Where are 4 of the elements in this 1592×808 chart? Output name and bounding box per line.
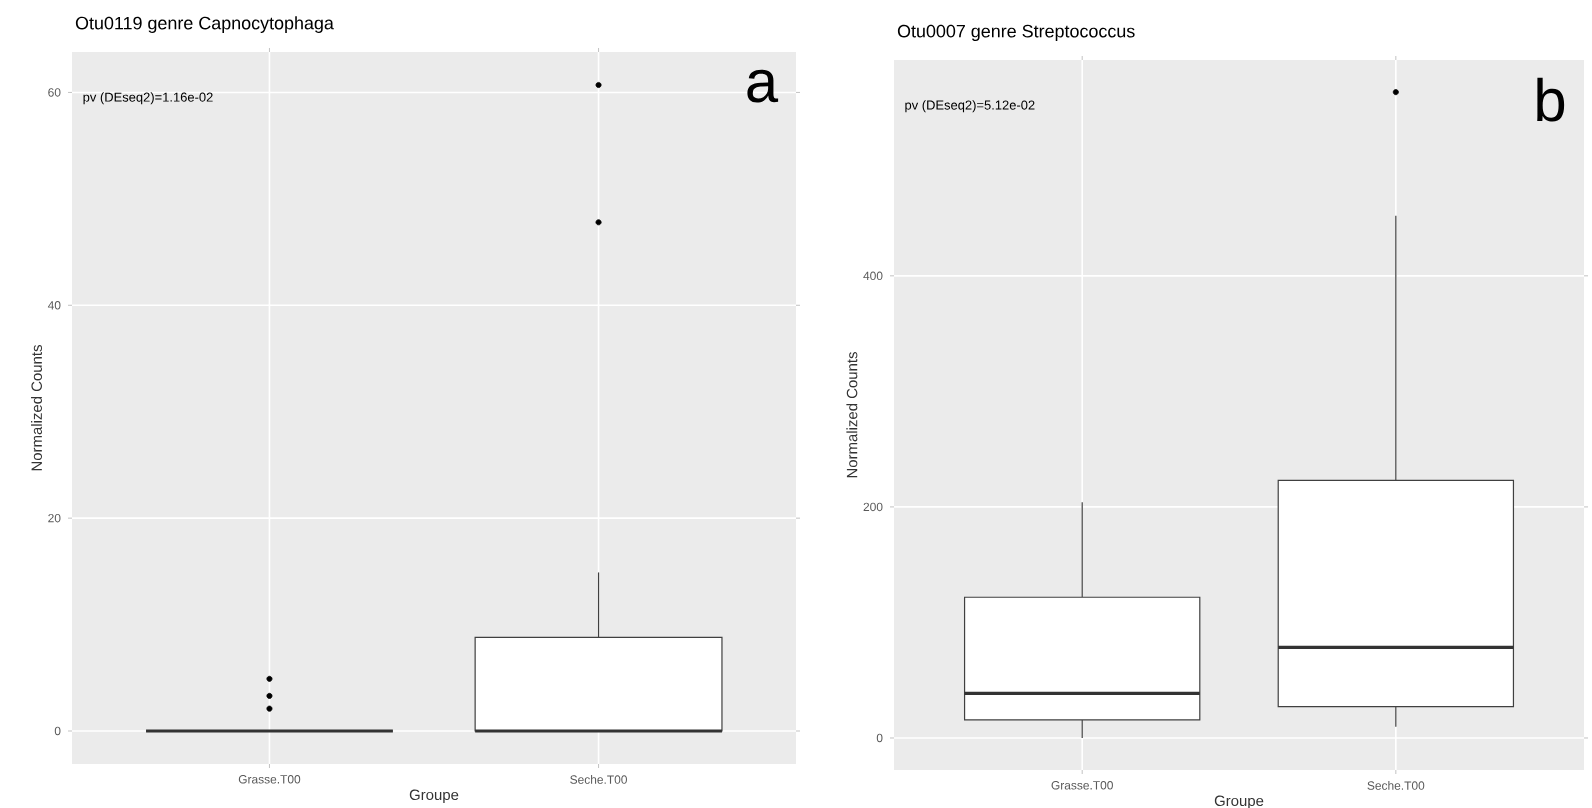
chart-title: Otu0007 genre Streptococcus xyxy=(897,24,1135,41)
annotation: a xyxy=(747,69,779,103)
annotation: b xyxy=(1537,77,1565,122)
chart-title: Otu0119 genre Capnocytophaga xyxy=(75,16,334,33)
